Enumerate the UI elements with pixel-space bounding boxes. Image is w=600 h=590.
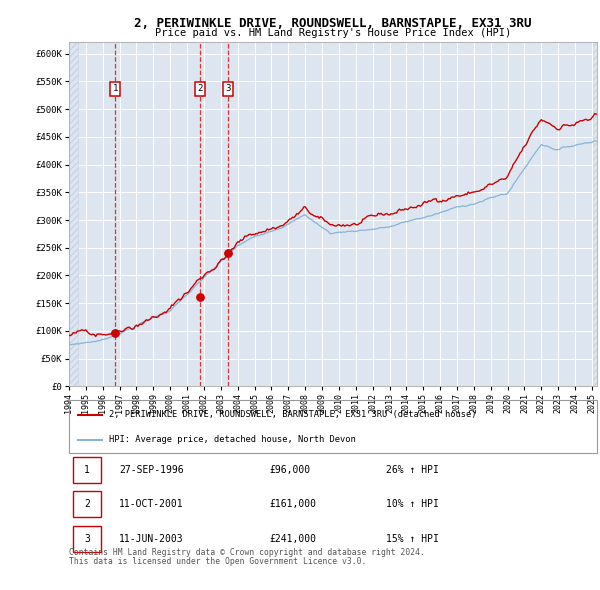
Text: 10% ↑ HPI: 10% ↑ HPI — [386, 500, 439, 509]
Point — [196, 293, 205, 302]
Text: HPI: Average price, detached house, North Devon: HPI: Average price, detached house, Nort… — [109, 435, 355, 444]
Bar — [73, 491, 101, 517]
Text: 3: 3 — [84, 534, 90, 543]
Text: 15% ↑ HPI: 15% ↑ HPI — [386, 534, 439, 543]
Bar — [73, 457, 101, 483]
Text: 27-SEP-1996: 27-SEP-1996 — [119, 466, 184, 475]
Text: 26% ↑ HPI: 26% ↑ HPI — [386, 466, 439, 475]
Point — [223, 248, 233, 257]
Text: 1: 1 — [84, 466, 90, 475]
Point — [110, 329, 120, 338]
Text: Price paid vs. HM Land Registry's House Price Index (HPI): Price paid vs. HM Land Registry's House … — [155, 28, 511, 38]
Text: 2, PERIWINKLE DRIVE, ROUNDSWELL, BARNSTAPLE, EX31 3RU: 2, PERIWINKLE DRIVE, ROUNDSWELL, BARNSTA… — [134, 17, 532, 30]
Text: £241,000: £241,000 — [269, 534, 317, 543]
Text: 1: 1 — [113, 84, 118, 93]
Text: 2: 2 — [197, 84, 203, 93]
Bar — [73, 526, 101, 552]
Text: £161,000: £161,000 — [269, 500, 317, 509]
Text: 2: 2 — [84, 500, 90, 509]
Text: 11-JUN-2003: 11-JUN-2003 — [119, 534, 184, 543]
Text: Contains HM Land Registry data © Crown copyright and database right 2024.: Contains HM Land Registry data © Crown c… — [69, 548, 425, 557]
Text: 11-OCT-2001: 11-OCT-2001 — [119, 500, 184, 509]
Text: 2, PERIWINKLE DRIVE, ROUNDSWELL, BARNSTAPLE, EX31 3RU (detached house): 2, PERIWINKLE DRIVE, ROUNDSWELL, BARNSTA… — [109, 411, 476, 419]
Text: This data is licensed under the Open Government Licence v3.0.: This data is licensed under the Open Gov… — [69, 557, 367, 566]
Text: 3: 3 — [226, 84, 231, 93]
Text: £96,000: £96,000 — [269, 466, 311, 475]
